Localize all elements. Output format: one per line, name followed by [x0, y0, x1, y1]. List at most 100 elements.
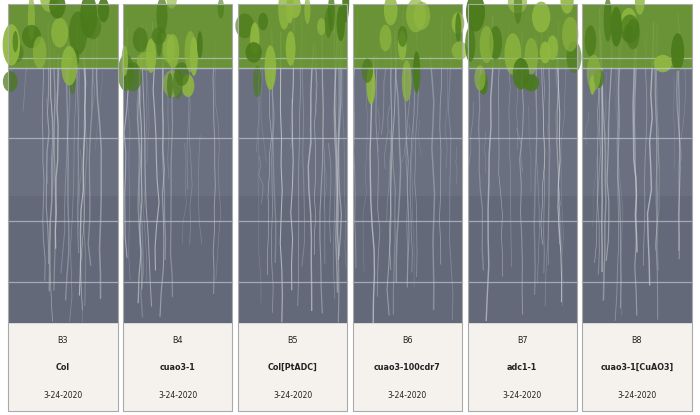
Ellipse shape: [514, 0, 522, 24]
Ellipse shape: [3, 24, 20, 66]
Ellipse shape: [265, 45, 277, 90]
Ellipse shape: [621, 8, 637, 35]
Text: cuao3-1[CuAO3]: cuao3-1[CuAO3]: [601, 363, 673, 371]
Ellipse shape: [13, 31, 18, 52]
Ellipse shape: [325, 7, 332, 38]
Ellipse shape: [512, 58, 529, 89]
Ellipse shape: [51, 18, 69, 48]
Ellipse shape: [162, 34, 175, 63]
Ellipse shape: [604, 0, 612, 42]
Bar: [8, 4, 118, 68]
Ellipse shape: [69, 62, 76, 95]
Ellipse shape: [479, 73, 488, 95]
Ellipse shape: [547, 35, 558, 60]
Text: Col[PtADC]: Col[PtADC]: [267, 363, 318, 371]
Bar: [582, 4, 692, 68]
Bar: [123, 4, 232, 411]
Text: B4: B4: [173, 337, 183, 345]
Bar: [8, 196, 118, 323]
Ellipse shape: [173, 69, 183, 99]
Ellipse shape: [197, 31, 203, 58]
Ellipse shape: [235, 13, 254, 38]
Bar: [123, 323, 232, 411]
Ellipse shape: [466, 0, 485, 32]
Bar: [8, 4, 118, 323]
Ellipse shape: [33, 36, 46, 68]
Ellipse shape: [8, 43, 24, 63]
Ellipse shape: [304, 0, 311, 24]
Ellipse shape: [413, 51, 420, 93]
Ellipse shape: [136, 52, 156, 71]
Text: B5: B5: [287, 337, 298, 345]
Ellipse shape: [620, 15, 640, 43]
Ellipse shape: [402, 60, 412, 102]
Ellipse shape: [452, 42, 468, 60]
Ellipse shape: [379, 24, 391, 51]
Ellipse shape: [626, 19, 640, 49]
Ellipse shape: [175, 62, 189, 86]
Bar: [238, 4, 347, 323]
Ellipse shape: [28, 0, 35, 40]
Bar: [238, 196, 347, 323]
Bar: [468, 4, 577, 411]
Bar: [582, 323, 692, 411]
Bar: [238, 4, 347, 411]
Ellipse shape: [465, 27, 475, 62]
Text: 3-24-2020: 3-24-2020: [158, 391, 197, 400]
Ellipse shape: [156, 32, 162, 56]
Text: 3-24-2020: 3-24-2020: [388, 391, 427, 400]
Ellipse shape: [80, 0, 97, 38]
Ellipse shape: [406, 0, 426, 32]
Bar: [353, 196, 462, 323]
Ellipse shape: [480, 26, 494, 63]
Text: B8: B8: [631, 337, 643, 345]
Bar: [123, 4, 232, 68]
Ellipse shape: [190, 37, 198, 76]
Ellipse shape: [246, 42, 262, 63]
Ellipse shape: [85, 15, 101, 39]
Ellipse shape: [561, 0, 574, 14]
Ellipse shape: [562, 17, 578, 52]
Ellipse shape: [384, 0, 398, 25]
Bar: [582, 196, 692, 323]
Ellipse shape: [624, 24, 633, 42]
Ellipse shape: [489, 26, 502, 59]
Ellipse shape: [72, 49, 79, 66]
Ellipse shape: [584, 25, 596, 56]
Text: B7: B7: [517, 337, 528, 345]
Ellipse shape: [151, 27, 167, 44]
Text: 3-24-2020: 3-24-2020: [617, 391, 657, 400]
Ellipse shape: [167, 73, 173, 99]
Ellipse shape: [49, 0, 66, 19]
Ellipse shape: [22, 25, 41, 48]
Ellipse shape: [342, 0, 349, 23]
Ellipse shape: [611, 7, 622, 47]
Ellipse shape: [635, 0, 645, 15]
Ellipse shape: [317, 18, 326, 35]
Bar: [8, 4, 118, 411]
Ellipse shape: [118, 54, 134, 91]
Bar: [8, 323, 118, 411]
Ellipse shape: [289, 0, 301, 18]
Ellipse shape: [452, 12, 464, 34]
Text: cuao3-100cdr7: cuao3-100cdr7: [374, 363, 441, 371]
Bar: [468, 4, 577, 68]
Text: adc1-1: adc1-1: [507, 363, 538, 371]
Ellipse shape: [167, 34, 179, 68]
Ellipse shape: [162, 70, 182, 97]
Ellipse shape: [185, 31, 196, 72]
Ellipse shape: [328, 0, 335, 32]
Text: 3-24-2020: 3-24-2020: [43, 391, 83, 400]
Ellipse shape: [61, 46, 78, 85]
Bar: [238, 4, 347, 68]
Ellipse shape: [455, 12, 461, 42]
Ellipse shape: [286, 31, 295, 66]
Ellipse shape: [218, 0, 224, 19]
Ellipse shape: [3, 71, 18, 92]
Ellipse shape: [286, 0, 294, 24]
Ellipse shape: [337, 6, 345, 41]
Ellipse shape: [566, 41, 582, 73]
Ellipse shape: [594, 68, 604, 88]
Bar: [468, 4, 577, 323]
Ellipse shape: [398, 30, 407, 61]
